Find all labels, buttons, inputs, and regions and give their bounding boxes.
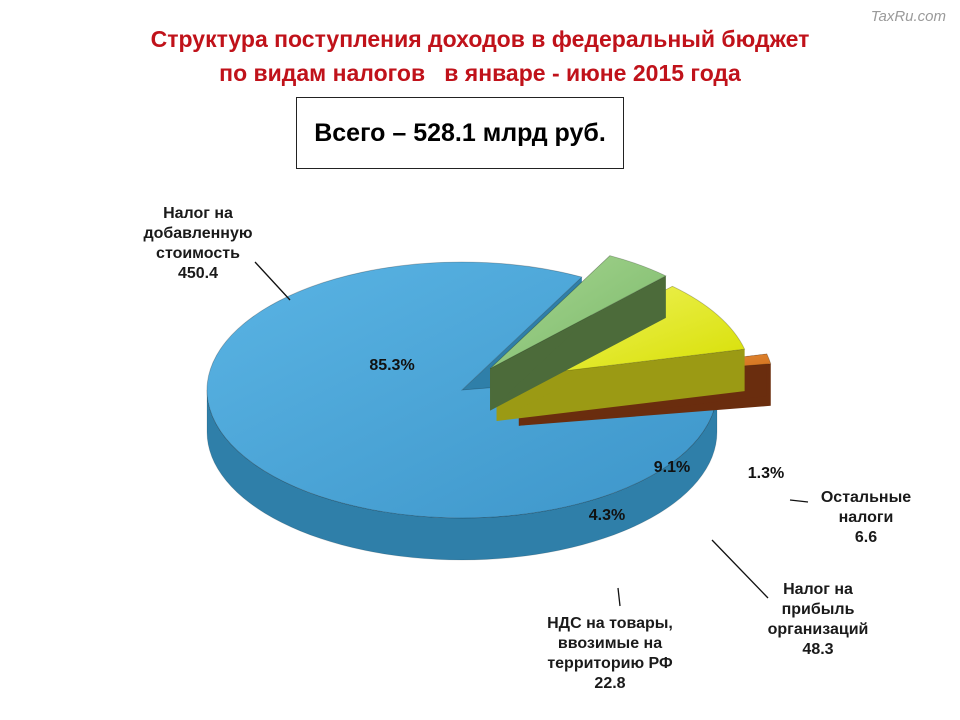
value-label: 48.3 — [802, 641, 833, 658]
total-label: Всего – 528.1 млрд руб. — [314, 118, 606, 147]
label-line: Налог на — [163, 205, 233, 222]
label-line: добавленную — [143, 225, 252, 242]
value-label: 6.6 — [855, 529, 877, 546]
value-label: 450.4 — [178, 265, 218, 282]
category-label-vat: Налог на добавленную стоимость 450.4 — [143, 205, 252, 282]
category-label-other-taxes: Остальные налоги 6.6 — [821, 489, 911, 546]
chart-title: Структура поступления доходов в федераль… — [0, 22, 960, 90]
slice-wall — [490, 275, 666, 411]
label-line: организаций — [768, 621, 869, 638]
label-line: Налог на — [783, 581, 853, 598]
label-line: ввозимые на — [558, 635, 662, 652]
leader-line-vat — [254, 261, 291, 301]
slice-top — [489, 255, 667, 369]
label-line: НДС на товары, — [547, 615, 673, 632]
slice-top — [206, 261, 718, 519]
leader-line-import-vat — [617, 587, 621, 607]
category-label-profit-tax: Налог на прибыль организаций 48.3 — [768, 581, 869, 658]
label-line: Остальные — [821, 489, 911, 506]
label-line: стоимость — [156, 245, 240, 262]
chart-title-line1: Структура поступления доходов в федераль… — [150, 26, 810, 52]
label-line: прибыль — [782, 601, 855, 618]
percent-label-import-vat: 4.3% — [589, 507, 625, 524]
total-box: Всего – 528.1 млрд руб. — [296, 97, 624, 169]
leader-line-other-taxes — [789, 499, 809, 503]
value-label: 22.8 — [594, 675, 625, 692]
category-label-import-vat: НДС на товары, ввозимые на территорию РФ 22… — [547, 615, 673, 692]
chart-title-line2: по видам налогов в январе - июне 2015 го… — [219, 60, 741, 86]
percent-label-vat: 85.3% — [369, 357, 414, 374]
percent-label-profit-tax: 9.1% — [654, 459, 690, 476]
label-layer: 85.3% 4.3% 9.1% 1.3% Налог на добавленную стои… — [143, 205, 911, 692]
pie-layer — [206, 255, 772, 561]
slice-wall — [496, 349, 745, 422]
pie-slice-import-vat — [489, 255, 667, 411]
leader-line-profit-tax — [711, 539, 769, 599]
label-line: налоги — [839, 509, 894, 526]
label-line: территорию РФ — [547, 655, 673, 672]
percent-label-other-taxes: 1.3% — [748, 465, 784, 482]
watermark: TaxRu.com — [870, 8, 946, 25]
